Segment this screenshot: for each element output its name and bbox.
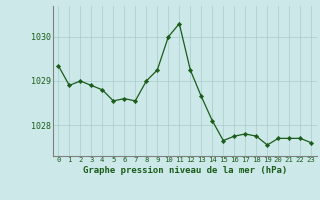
- X-axis label: Graphe pression niveau de la mer (hPa): Graphe pression niveau de la mer (hPa): [83, 166, 287, 175]
